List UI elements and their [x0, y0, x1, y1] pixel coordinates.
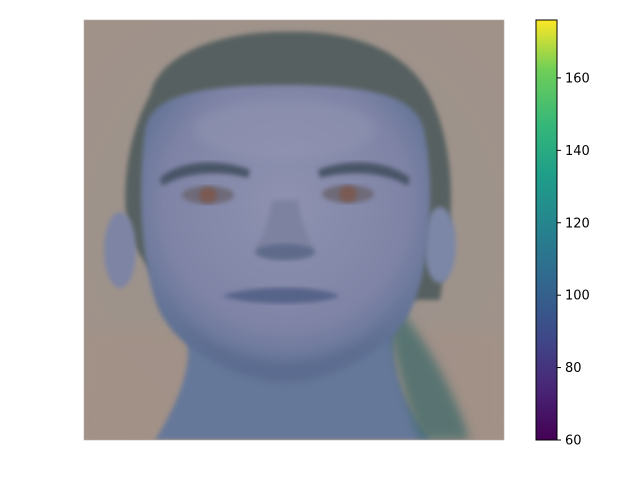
colorbar-tick-label: 120 — [565, 216, 590, 231]
colorbar-tick-label: 60 — [565, 434, 582, 449]
forehead-highlight — [195, 100, 375, 160]
nose-shadow — [255, 244, 315, 260]
left-ear — [104, 212, 136, 288]
heatmap-image — [84, 20, 504, 440]
left-iris — [199, 187, 217, 203]
colorbar-tick-label: 80 — [565, 361, 582, 376]
colorbar-fill — [536, 20, 557, 440]
colorbar-tick-label: 160 — [565, 71, 590, 86]
colorbar: 60 80 100 120 140 160 — [536, 20, 590, 449]
right-iris — [339, 186, 357, 202]
colorbar-tick-label: 100 — [565, 289, 590, 304]
colorbar-ticks: 60 80 100 120 140 160 — [557, 71, 590, 448]
colorbar-tick-label: 140 — [565, 144, 590, 159]
